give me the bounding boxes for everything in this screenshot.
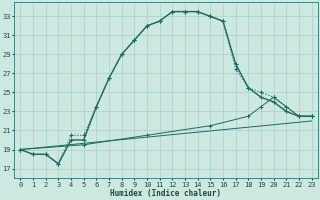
X-axis label: Humidex (Indice chaleur): Humidex (Indice chaleur) xyxy=(110,189,221,198)
